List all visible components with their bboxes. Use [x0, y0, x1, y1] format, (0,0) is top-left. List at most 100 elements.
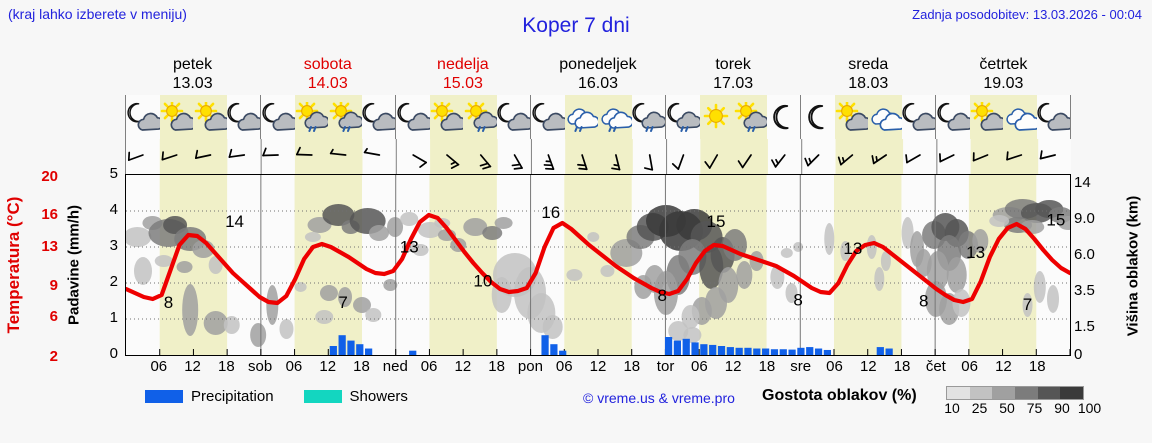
cloud-density-step: [947, 387, 970, 399]
wind-barb: [194, 149, 212, 159]
sun-cloud-icon: [429, 95, 464, 139]
svg-text:13: 13: [843, 239, 862, 258]
moon-icon: [766, 95, 800, 139]
x-tick-12: 12: [319, 358, 337, 375]
x-tick-18: 18: [623, 358, 641, 375]
wind-barb: [262, 147, 279, 157]
x-tick-06: 06: [555, 358, 573, 375]
copyright-label[interactable]: © vreme.us & vreme.pro: [583, 390, 735, 406]
moon-cloud-rain-icon: [631, 95, 666, 139]
temperature-axis-title-text: Temperatura (°C): [4, 196, 23, 334]
cloud-height-axis-title: Višina oblakov (km): [1118, 166, 1148, 366]
wind-barb: [577, 154, 588, 171]
sun-cloud-rain-icon: [294, 95, 329, 139]
wind-barb: [127, 151, 144, 161]
sun-cloud-icon: [969, 95, 1004, 139]
x-tick-18: 18: [758, 358, 776, 375]
icon-day-sobota: [261, 95, 396, 139]
wind-barb: [1039, 150, 1056, 160]
svg-text:15: 15: [707, 212, 726, 231]
svg-text:16: 16: [541, 203, 560, 222]
cloud-density-scale: [946, 386, 1084, 400]
svg-text:13: 13: [400, 237, 419, 256]
temperature-tick: 13: [41, 238, 58, 255]
cloud-density-tick: 90: [1054, 400, 1070, 416]
wind-barb: [161, 151, 178, 161]
cloud-density-field: [126, 199, 1070, 347]
precipitation-axis-ticks: 5 4 3 2 1 0: [86, 165, 120, 362]
x-tick-12: 12: [454, 358, 472, 375]
cloud-density-tick: 25: [971, 400, 988, 416]
temperature-line: [126, 212, 1070, 306]
temperature-axis-title: Temperatura (°C): [2, 174, 26, 356]
moon-cloud-icon: [1036, 95, 1071, 139]
day-name: torek: [715, 56, 751, 73]
cloud-density-tick: 100: [1077, 400, 1102, 416]
wind-barb-strip: [125, 139, 1071, 174]
x-tick-18: 18: [488, 358, 505, 375]
x-tick-18: 18: [893, 358, 911, 375]
wind-barb: [412, 154, 428, 168]
icon-day-nedelja: [396, 95, 531, 139]
svg-text:15: 15: [1046, 210, 1065, 229]
icon-day-petek: [126, 95, 261, 139]
precipitation-tick: 0: [109, 345, 118, 362]
page-title: Koper 7 dni: [522, 14, 630, 37]
svg-text:14: 14: [225, 212, 244, 231]
day-header-četrtek: četrtek 19.03: [936, 55, 1071, 93]
cloud-density-tick: 10: [944, 400, 960, 416]
x-tick-06: 06: [691, 358, 708, 375]
x-tick-12: 12: [859, 358, 877, 375]
wind-barb: [1006, 151, 1023, 161]
cloud-density-step: [1015, 387, 1038, 399]
day-header-nedelja: nedelja 15.03: [395, 55, 530, 93]
day-date: 18.03: [848, 75, 889, 92]
moon-cloud-icon: [901, 95, 936, 139]
cloud-height-tick: 6.0: [1074, 246, 1095, 263]
cloud-height-tick: 1.5: [1074, 318, 1095, 335]
wind-barb: [704, 154, 719, 169]
cloud-density-step: [1037, 387, 1061, 399]
svg-text:8: 8: [793, 290, 802, 309]
showers-legend-label: Showers: [349, 388, 408, 405]
cloud-height-axis-ticks: 14 9.0 6.0 3.5 1.5 0: [1074, 174, 1118, 363]
x-tick-12: 12: [724, 358, 742, 375]
cloud-density-tick: 75: [1026, 400, 1043, 416]
wind-barb: [446, 154, 460, 169]
sun-icon: [699, 95, 733, 139]
moon-cloud-icon: [261, 95, 295, 139]
day-date: 13.03: [172, 75, 213, 92]
moon-cloud-icon: [361, 95, 396, 139]
svg-text:7: 7: [1023, 295, 1032, 314]
x-tick-12: 12: [184, 358, 201, 375]
wind-barb: [644, 154, 654, 171]
cloud-density-step: [1060, 387, 1084, 399]
svg-text:8: 8: [657, 286, 666, 305]
x-tick-06: 06: [150, 358, 168, 375]
temperature-labels: 814713101681581381371510: [164, 203, 1066, 314]
x-tick-ned: ned: [382, 358, 408, 375]
precipitation-legend: Precipitation Showers: [145, 388, 408, 405]
moon-cloud-icon: [126, 95, 160, 139]
day-header-ponedeljek: ponedeljek 16.03: [530, 55, 665, 93]
x-tick-tor: tor: [656, 358, 675, 375]
icon-day-sreda: [801, 95, 936, 139]
day-name: nedelja: [437, 56, 489, 73]
x-tick-sob: sob: [248, 358, 273, 375]
day-date: 15.03: [442, 75, 483, 92]
temperature-axis-ticks: 20 16 13 9 6 2: [26, 160, 58, 370]
precipitation-legend-label: Precipitation: [191, 388, 274, 405]
sun-cloud-icon: [193, 95, 227, 139]
icon-day-torek: [666, 95, 801, 139]
cloud-height-axis-title-text: Višina oblakov (km): [1124, 195, 1142, 337]
wind-barb: [511, 154, 523, 170]
day-name: petek: [173, 56, 213, 73]
temperature-tick: 9: [49, 277, 58, 294]
precipitation-tick: 5: [109, 165, 118, 182]
menu-note: (kraj lahko izberete v meniju): [8, 6, 187, 22]
cloud-height-tick: 0: [1074, 346, 1083, 363]
svg-text:7: 7: [338, 293, 347, 312]
x-tick-12: 12: [995, 358, 1012, 375]
wind-barb: [905, 154, 921, 164]
x-tick-čet: čet: [925, 358, 946, 375]
